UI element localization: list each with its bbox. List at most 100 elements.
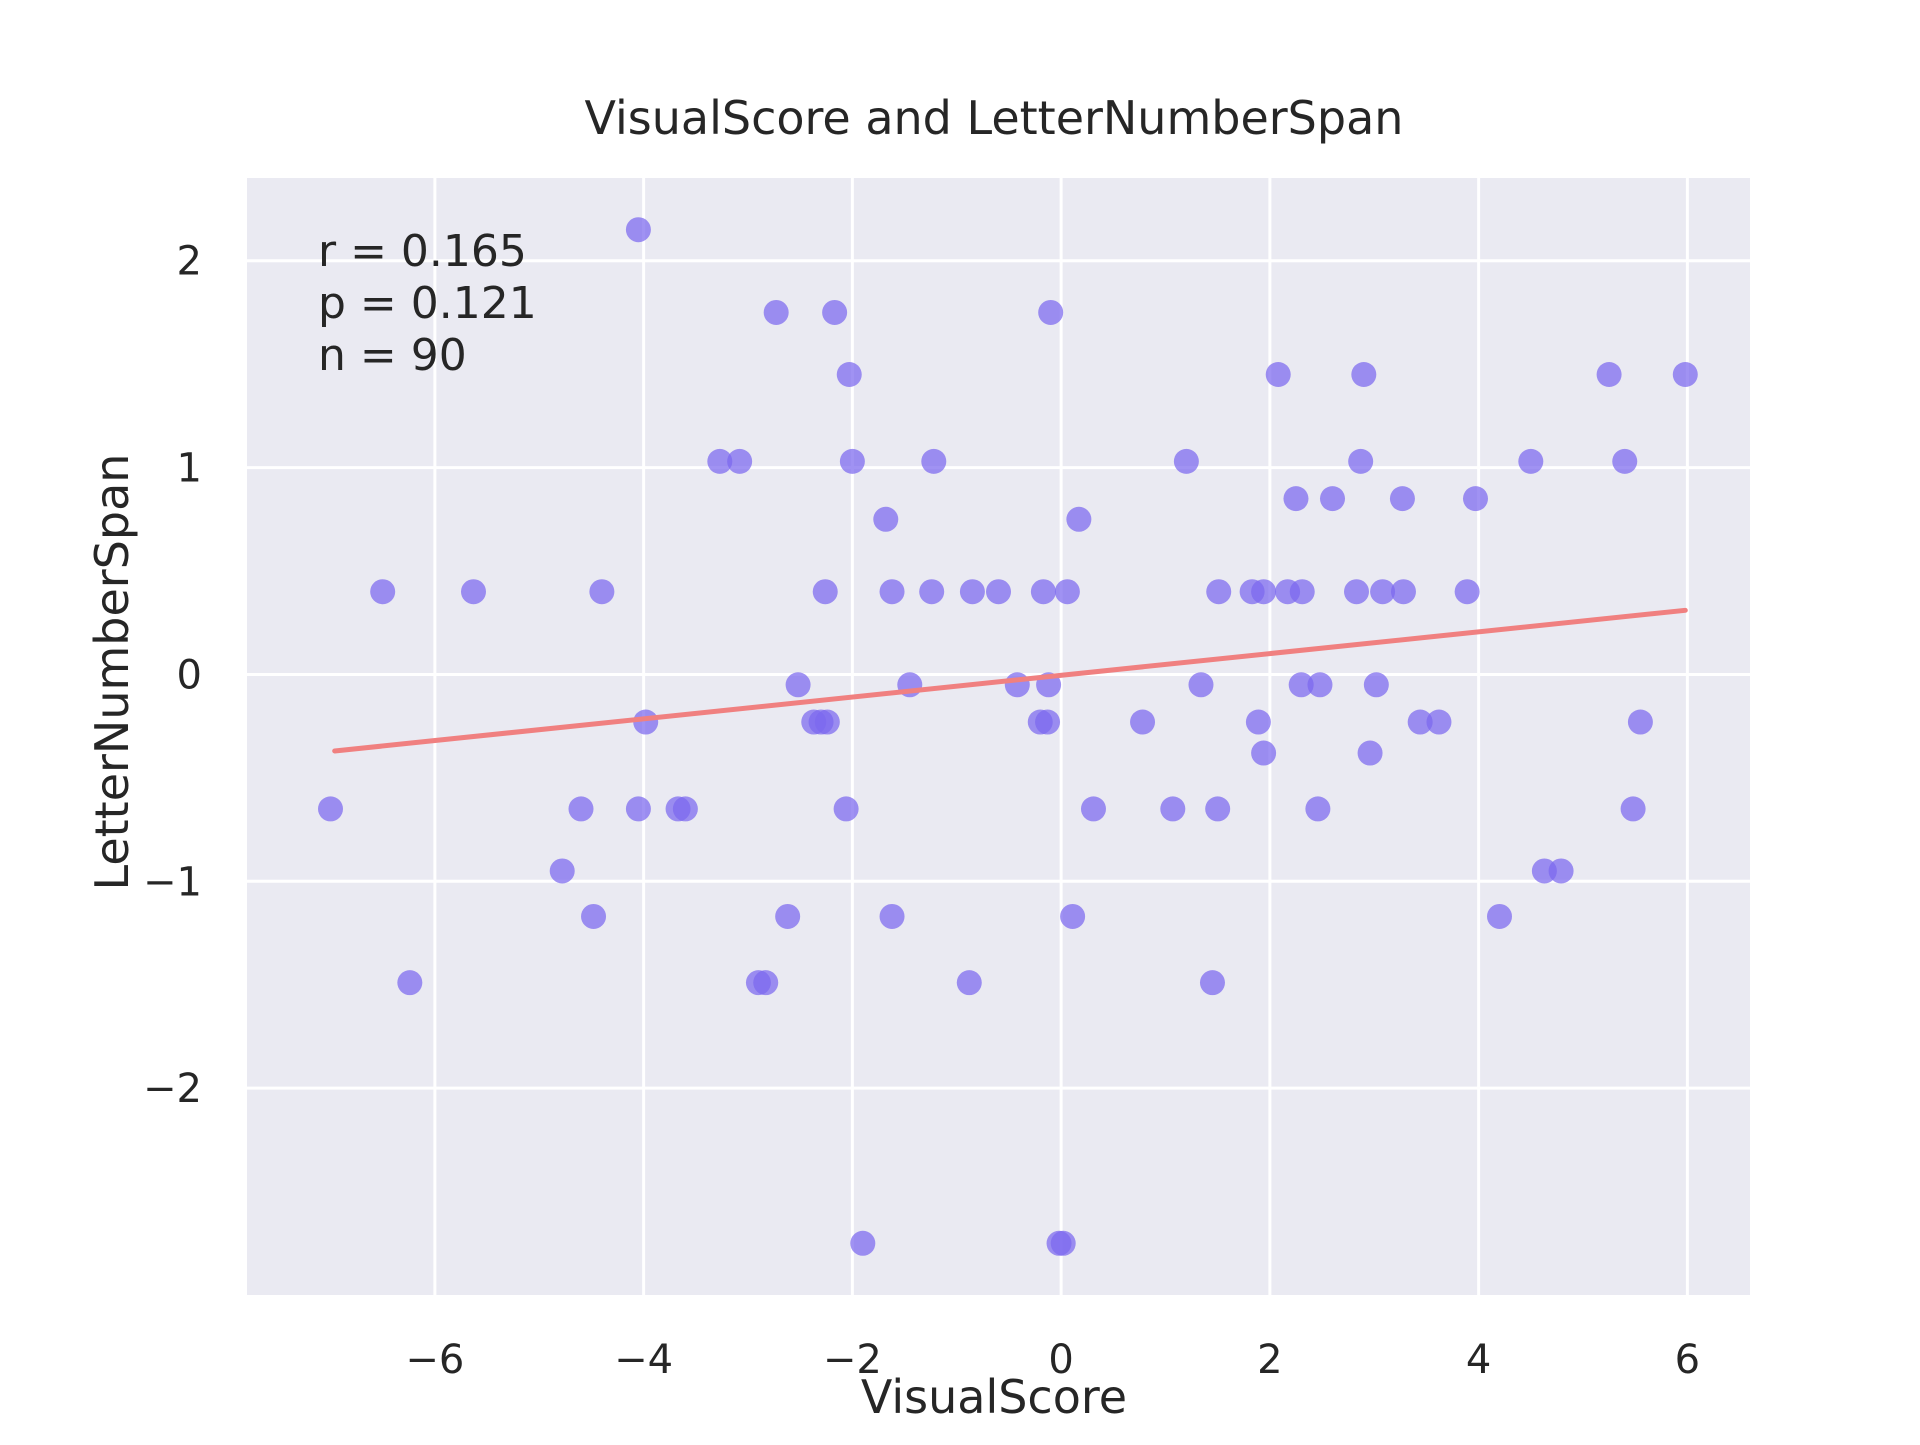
fit-line (332, 607, 1688, 754)
stats-annotation: r = 0.165 p = 0.121 n = 90 (318, 226, 537, 381)
y-tick-label: 0 (177, 652, 202, 698)
data-point (625, 796, 651, 822)
data-point (1370, 579, 1396, 605)
stats-r: r = 0.165 (318, 226, 527, 277)
data-point (956, 970, 982, 996)
data-point (921, 448, 947, 474)
data-point (1035, 709, 1061, 735)
data-point (1612, 448, 1638, 474)
data-point (812, 579, 838, 605)
data-point (1389, 486, 1415, 512)
data-point (1363, 672, 1389, 698)
data-point (1596, 362, 1622, 388)
data-point (1050, 1230, 1076, 1256)
data-point (549, 858, 575, 884)
data-point (763, 299, 789, 325)
data-point (785, 672, 811, 698)
data-point (1038, 299, 1064, 325)
x-tick-label: 2 (1257, 1337, 1282, 1383)
data-point (1627, 709, 1653, 735)
stats-p: p = 0.121 (318, 278, 537, 329)
data-point (1066, 506, 1092, 532)
data-point (1518, 448, 1544, 474)
data-point (707, 448, 733, 474)
data-point (919, 579, 945, 605)
x-tick-label: −6 (405, 1337, 464, 1383)
data-point (1188, 672, 1214, 698)
data-point (1199, 970, 1225, 996)
data-point (1351, 362, 1377, 388)
data-point (1251, 740, 1277, 766)
y-tick-label: 1 (177, 446, 202, 492)
data-point (1060, 903, 1086, 929)
data-point (1289, 579, 1315, 605)
data-point (1348, 448, 1374, 474)
data-point (1251, 579, 1277, 605)
data-point (625, 217, 651, 243)
data-point (1030, 579, 1056, 605)
data-point (833, 796, 859, 822)
data-point (1620, 796, 1646, 822)
data-points (318, 217, 1698, 1256)
data-point (1265, 362, 1291, 388)
data-point (836, 362, 862, 388)
data-point (1305, 796, 1331, 822)
x-ticks: −6 −4 −2 0 2 4 6 (405, 1337, 1700, 1383)
x-tick-label: 6 (1675, 1337, 1700, 1383)
data-point (850, 1230, 876, 1256)
data-point (1307, 672, 1333, 698)
data-point (1205, 796, 1231, 822)
y-tick-label: −1 (143, 859, 202, 905)
stats-n: n = 90 (318, 330, 467, 381)
fit-line-layer (332, 607, 1688, 754)
x-axis-label: VisualScore (861, 1370, 1127, 1424)
data-point (1288, 672, 1314, 698)
x-tick-label: −2 (823, 1337, 882, 1383)
data-point (568, 796, 594, 822)
data-point (1344, 579, 1370, 605)
chart-title: VisualScore and LetterNumberSpan (585, 91, 1404, 145)
data-point (1130, 709, 1156, 735)
data-point (879, 579, 905, 605)
data-point (986, 579, 1011, 605)
data-point (370, 579, 396, 605)
data-point (1487, 903, 1512, 929)
y-tick-label: 2 (177, 239, 202, 285)
x-tick-label: −4 (614, 1337, 673, 1383)
data-point (775, 903, 801, 929)
y-ticks: −2 −1 0 1 2 (143, 239, 202, 1112)
data-point (581, 903, 607, 929)
data-point (839, 448, 865, 474)
data-point (822, 299, 848, 325)
data-point (1160, 796, 1186, 822)
data-point (1283, 486, 1309, 512)
data-point (1080, 796, 1106, 822)
data-point (460, 579, 486, 605)
data-point (1462, 486, 1488, 512)
data-point (1173, 448, 1199, 474)
data-point (397, 970, 423, 996)
data-point (873, 506, 899, 532)
data-point (753, 970, 779, 996)
data-point (1390, 579, 1416, 605)
data-point (814, 709, 840, 735)
data-point (879, 903, 905, 929)
y-tick-label: −2 (143, 1066, 202, 1112)
y-axis-label: LetterNumberSpan (85, 454, 139, 891)
data-point (1206, 579, 1232, 605)
x-tick-label: 4 (1466, 1337, 1491, 1383)
data-point (1004, 672, 1030, 698)
data-point (727, 448, 753, 474)
data-point (1548, 858, 1574, 884)
data-point (589, 579, 615, 605)
data-point (1672, 362, 1698, 388)
data-point (633, 709, 659, 735)
data-point (1454, 579, 1480, 605)
data-point (1407, 709, 1433, 735)
data-point (1054, 579, 1080, 605)
data-point (1320, 486, 1345, 512)
data-point (672, 796, 698, 822)
data-point (959, 579, 985, 605)
